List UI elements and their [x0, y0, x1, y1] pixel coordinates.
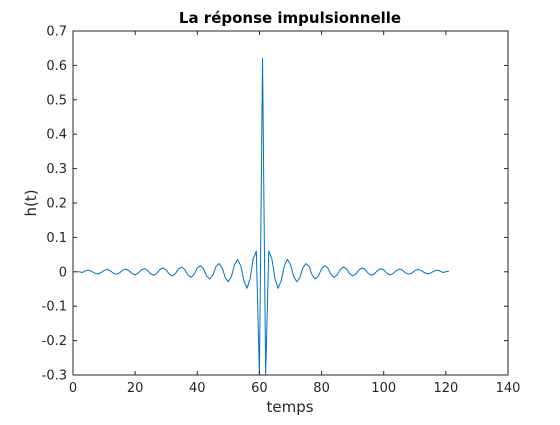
chart-title: La réponse impulsionnelle: [179, 9, 401, 27]
y-tick-label: -0.2: [42, 334, 67, 349]
x-tick-label: 0: [69, 381, 77, 396]
x-tick-label: 140: [496, 381, 521, 396]
y-axis-ticks: -0.3 -0.2 -0.1 0 0.1 0.2 0.3 0.4 0.5 0.6 0.7: [42, 25, 508, 384]
y-tick-label: 0.5: [46, 93, 67, 108]
y-tick-label: 0.6: [46, 59, 67, 74]
x-tick-label: 40: [189, 381, 206, 396]
y-tick-label: -0.1: [42, 300, 67, 315]
series-layer: [76, 58, 450, 376]
y-tick-label: -0.3: [42, 369, 67, 384]
y-tick-label: 0.3: [46, 162, 67, 177]
x-axis-ticks: 0 20 40 60 80 100 120 140: [69, 31, 521, 396]
y-tick-label: 0: [59, 265, 67, 280]
series-line-0: [76, 58, 450, 376]
plot-area: [73, 31, 508, 375]
x-tick-label: 80: [313, 381, 330, 396]
x-tick-label: 120: [433, 381, 458, 396]
x-tick-label: 100: [371, 381, 396, 396]
x-tick-label: 20: [127, 381, 144, 396]
y-tick-label: 0.7: [46, 25, 67, 40]
x-tick-label: 60: [251, 381, 268, 396]
y-tick-label: 0.4: [46, 128, 67, 143]
y-tick-label: 0.1: [46, 231, 67, 246]
y-axis-title: h(t): [22, 189, 40, 216]
x-axis-title: temps: [266, 398, 313, 416]
y-tick-label: 0.2: [46, 197, 67, 212]
